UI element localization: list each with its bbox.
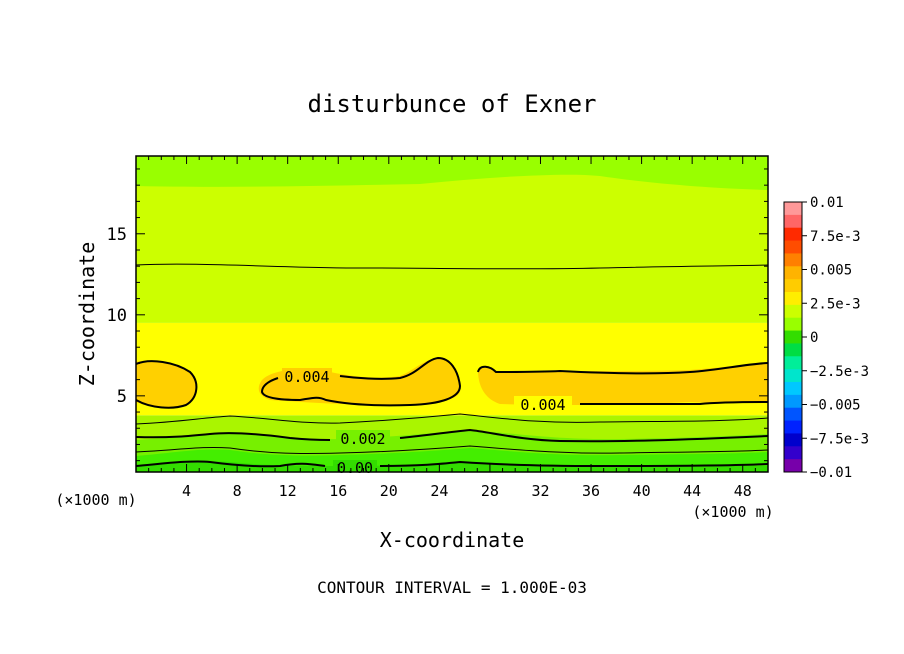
colorbar-swatch — [784, 317, 802, 332]
colorbar-swatch — [784, 202, 802, 216]
plot-field — [136, 156, 768, 472]
contour-label-bg — [514, 396, 572, 412]
y-ticks: 5 10 15 — [107, 168, 768, 462]
contour-004-left — [136, 360, 198, 409]
colorbar-swatch — [784, 433, 802, 447]
colorbar-swatch — [784, 407, 802, 422]
contour-label-bg — [282, 368, 332, 384]
y-axis-label: Z-coordinate — [75, 242, 99, 387]
x-axis-label: X-coordinate — [380, 528, 525, 552]
colorbar-swatch — [784, 253, 802, 267]
max-region-right — [478, 364, 768, 406]
x-tick-label: 36 — [582, 482, 600, 500]
colorbar — [784, 202, 802, 473]
x-tick-label: 16 — [329, 482, 347, 500]
colorbar-tick-label: 0.01 — [810, 195, 844, 211]
contour-004-middle — [260, 356, 462, 407]
colorbar-swatch — [784, 356, 802, 370]
x-unit-right: (×1000 m) — [692, 503, 773, 521]
contour-label-bg — [333, 460, 377, 472]
colorbar-tick-label: 7.5e-3 — [810, 229, 861, 245]
colorbar-swatch — [784, 459, 802, 473]
contour-label: 0.004 — [520, 396, 565, 414]
colorbar-swatch — [784, 343, 802, 357]
contour-label: 0.002 — [340, 430, 385, 448]
colorbar-swatch — [784, 420, 802, 434]
contour-001 — [136, 445, 768, 454]
colorbar-tick-label: −0.005 — [810, 398, 861, 414]
colorbar-swatch — [784, 382, 802, 396]
x-tick-label: 4 — [182, 482, 191, 500]
x-tick-label: 28 — [481, 482, 499, 500]
x-ticks: 4 8 12 16 20 24 28 32 36 40 44 48 — [148, 156, 756, 500]
contour-upper — [136, 263, 768, 270]
colorbar-tick-label: 0 — [810, 330, 818, 346]
x-unit-left: (×1000 m) — [55, 491, 136, 509]
contour-label: 0.00 — [337, 459, 373, 477]
colorbar-swatch — [784, 279, 802, 293]
x-tick-label: 24 — [430, 482, 448, 500]
contour-003 — [136, 413, 768, 425]
x-tick-label: 40 — [633, 482, 651, 500]
x-tick-label: 44 — [683, 482, 701, 500]
contour-002 — [136, 428, 768, 443]
colorbar-tick-label: −7.5e-3 — [810, 431, 869, 447]
colorbar-swatch — [784, 369, 802, 383]
x-tick-label: 32 — [531, 482, 549, 500]
max-region-left — [136, 360, 197, 408]
colorbar-swatch — [784, 227, 802, 242]
band-neg — [136, 461, 768, 472]
colorbar-swatch — [784, 214, 802, 229]
colorbar-tick-label: 2.5e-3 — [810, 296, 861, 312]
x-tick-label: 12 — [279, 482, 297, 500]
colorbar-swatch — [784, 446, 802, 460]
y-tick-label: 5 — [117, 387, 127, 407]
colorbar-tick-label: −0.01 — [810, 465, 852, 481]
y-tick-label: 15 — [107, 225, 127, 245]
contour-label: 0.004 — [284, 368, 329, 386]
colorbar-swatch — [784, 240, 802, 254]
upper-light-band — [136, 156, 768, 190]
colorbar-swatch — [784, 394, 802, 409]
y-tick-label: 10 — [107, 306, 127, 326]
contour-000 — [136, 460, 768, 468]
colorbar-swatch — [784, 266, 802, 280]
chart-title: disturbunce of Exner — [308, 90, 597, 118]
colorbar-swatch — [784, 304, 802, 319]
colorbar-tick-label: 0.005 — [810, 263, 852, 279]
contour-label-bg — [336, 430, 390, 446]
contour-lines — [136, 263, 768, 468]
x-tick-label: 8 — [233, 482, 242, 500]
contour-004-right — [477, 362, 768, 405]
colorbar-ticks: 0.01 7.5e-3 0.005 2.5e-3 0 −2.5e-3 −0.005 −7.5e… — [802, 195, 869, 481]
colorbar-tick-label: −2.5e-3 — [810, 364, 869, 380]
colorbar-swatch — [784, 292, 802, 306]
contour-interval-note: CONTOUR INTERVAL = 1.000E-03 — [317, 578, 587, 597]
colorbar-swatch — [784, 330, 802, 344]
x-tick-label: 48 — [734, 482, 752, 500]
x-tick-label: 20 — [380, 482, 398, 500]
